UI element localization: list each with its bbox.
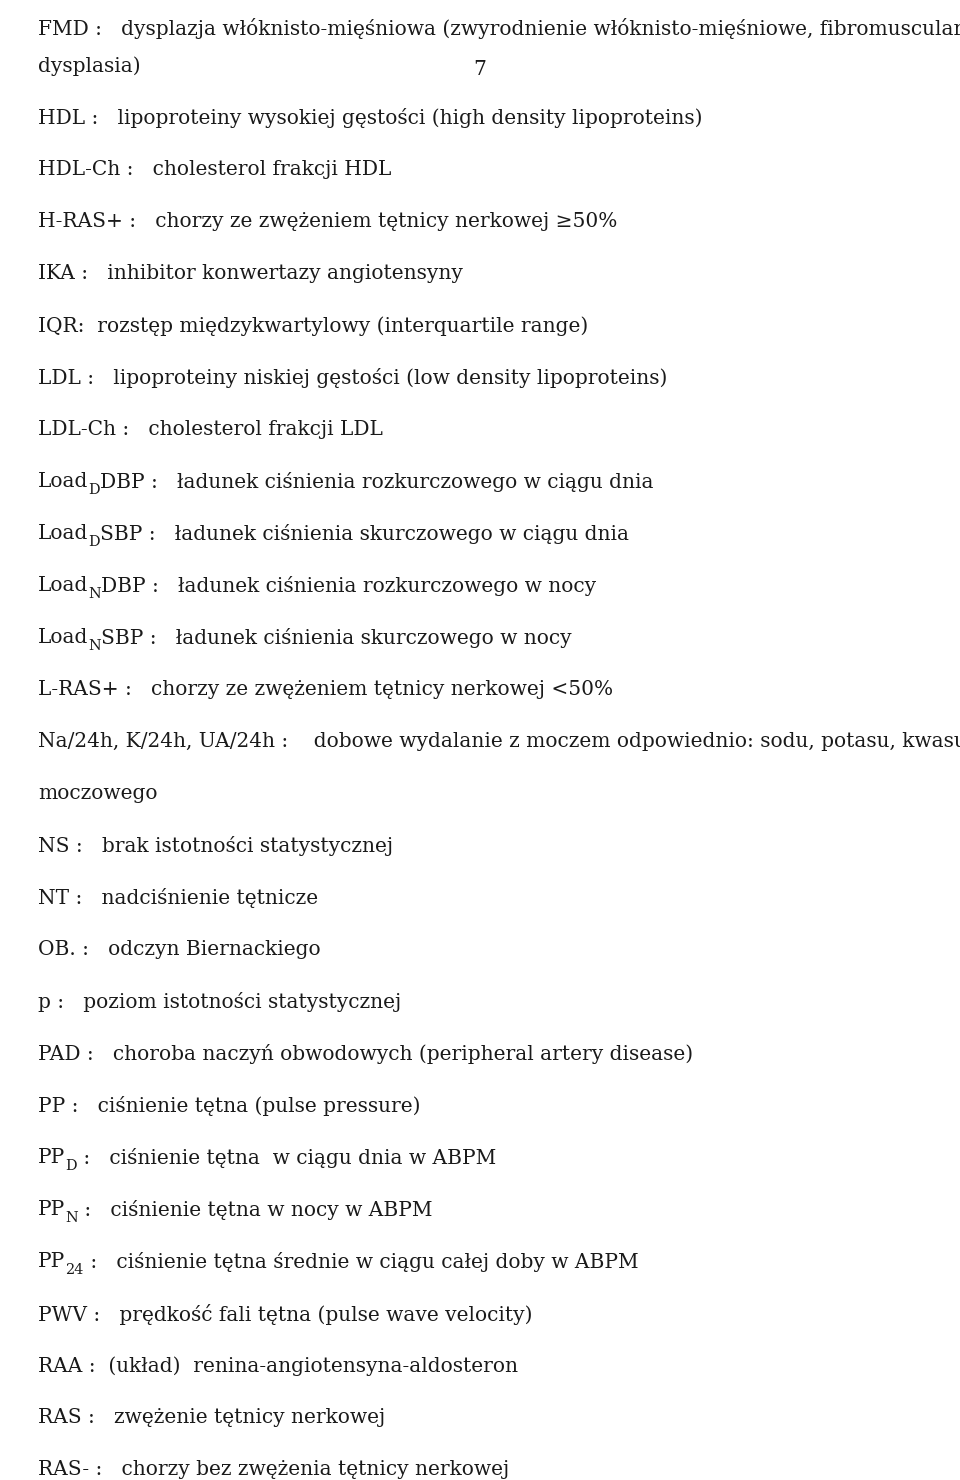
Text: HDL-Ch :   cholesterol frakcji HDL: HDL-Ch : cholesterol frakcji HDL: [38, 160, 392, 179]
Text: :   ciśnienie tętna w nocy w ABPM: : ciśnienie tętna w nocy w ABPM: [78, 1200, 432, 1220]
Text: FMD :   dysplazja włóknisto-mięśniowa (zwyrodnienie włóknisto-mięśniowe, fibromu: FMD : dysplazja włóknisto-mięśniowa (zwy…: [38, 18, 960, 38]
Text: :   ciśnienie tętna średnie w ciągu całej doby w ABPM: : ciśnienie tętna średnie w ciągu całej …: [84, 1252, 638, 1271]
Text: RAA :  (układ)  renina-angiotensyna-aldosteron: RAA : (układ) renina-angiotensyna-aldost…: [38, 1356, 518, 1375]
Text: PP: PP: [38, 1148, 65, 1168]
Text: PAD :   choroba naczyń obwodowych (peripheral artery disease): PAD : choroba naczyń obwodowych (periphe…: [38, 1043, 693, 1064]
Text: N: N: [65, 1212, 78, 1225]
Text: D: D: [65, 1159, 77, 1174]
Text: L-RAS+ :   chorzy ze zwężeniem tętnicy nerkowej <50%: L-RAS+ : chorzy ze zwężeniem tętnicy ner…: [38, 679, 613, 699]
Text: DBP :   ładunek ciśnienia rozkurczowego w nocy: DBP : ładunek ciśnienia rozkurczowego w …: [101, 576, 596, 596]
Text: N: N: [88, 588, 101, 601]
Text: Load: Load: [38, 524, 88, 543]
Text: PP: PP: [38, 1252, 65, 1271]
Text: D: D: [88, 536, 100, 549]
Text: NT :   nadciśnienie tętnicze: NT : nadciśnienie tętnicze: [38, 888, 318, 909]
Text: RAS- :   chorzy bez zwężenia tętnicy nerkowej: RAS- : chorzy bez zwężenia tętnicy nerko…: [38, 1459, 509, 1479]
Text: H-RAS+ :   chorzy ze zwężeniem tętnicy nerkowej ≥50%: H-RAS+ : chorzy ze zwężeniem tętnicy ner…: [38, 212, 617, 231]
Text: NS :   brak istotności statystycznej: NS : brak istotności statystycznej: [38, 836, 394, 855]
Text: 7: 7: [473, 61, 487, 78]
Text: OB. :   odczyn Biernackiego: OB. : odczyn Biernackiego: [38, 940, 321, 959]
Text: PP: PP: [38, 1200, 65, 1220]
Text: p :   poziom istotności statystycznej: p : poziom istotności statystycznej: [38, 992, 401, 1012]
Text: Load: Load: [38, 628, 88, 647]
Text: :   ciśnienie tętna  w ciągu dnia w ABPM: : ciśnienie tętna w ciągu dnia w ABPM: [77, 1148, 496, 1168]
Text: SBP :   ładunek ciśnienia skurczowego w nocy: SBP : ładunek ciśnienia skurczowego w no…: [101, 628, 571, 648]
Text: LDL-Ch :   cholesterol frakcji LDL: LDL-Ch : cholesterol frakcji LDL: [38, 420, 383, 440]
Text: dysplasia): dysplasia): [38, 56, 140, 75]
Text: 24: 24: [65, 1264, 84, 1277]
Text: DBP :   ładunek ciśnienia rozkurczowego w ciągu dnia: DBP : ładunek ciśnienia rozkurczowego w …: [100, 472, 654, 491]
Text: Na/24h, K/24h, UA/24h :    dobowe wydalanie z moczem odpowiednio: sodu, potasu, : Na/24h, K/24h, UA/24h : dobowe wydalanie…: [38, 733, 960, 750]
Text: N: N: [88, 639, 101, 653]
Text: IKA :   inhibitor konwertazy angiotensyny: IKA : inhibitor konwertazy angiotensyny: [38, 263, 463, 283]
Text: Load: Load: [38, 576, 88, 595]
Text: LDL :   lipoproteiny niskiej gęstości (low density lipoproteins): LDL : lipoproteiny niskiej gęstości (low…: [38, 369, 667, 388]
Text: D: D: [88, 484, 100, 497]
Text: HDL :   lipoproteiny wysokiej gęstości (high density lipoproteins): HDL : lipoproteiny wysokiej gęstości (hi…: [38, 108, 703, 127]
Text: Load: Load: [38, 472, 88, 491]
Text: RAS :   zwężenie tętnicy nerkowej: RAS : zwężenie tętnicy nerkowej: [38, 1407, 385, 1427]
Text: PWV :   prędkość fali tętna (pulse wave velocity): PWV : prędkość fali tętna (pulse wave ve…: [38, 1304, 533, 1325]
Text: moczowego: moczowego: [38, 784, 157, 804]
Text: PP :   ciśnienie tętna (pulse pressure): PP : ciśnienie tętna (pulse pressure): [38, 1097, 420, 1116]
Text: SBP :   ładunek ciśnienia skurczowego w ciągu dnia: SBP : ładunek ciśnienia skurczowego w ci…: [100, 524, 629, 545]
Text: IQR:  rozstęp międzykwartylowy (interquartile range): IQR: rozstęp międzykwartylowy (interquar…: [38, 317, 588, 336]
